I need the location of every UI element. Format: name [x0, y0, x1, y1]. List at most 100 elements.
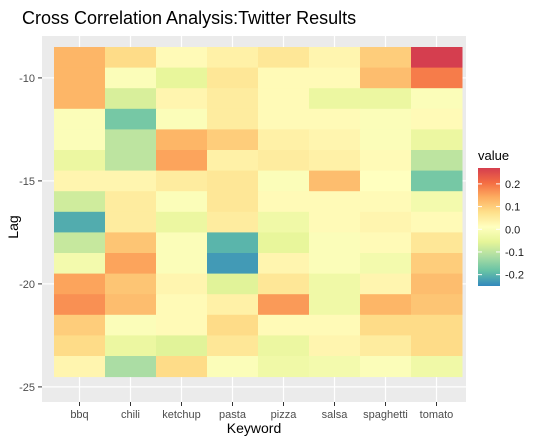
- cell-ketchup-lag-22: [156, 314, 208, 336]
- cell-tomato-lag-22: [411, 314, 463, 336]
- cell-bbq-lag-24: [54, 356, 106, 378]
- cell-pizza-lag-12: [258, 108, 310, 130]
- cell-pizza-lag-16: [258, 191, 310, 213]
- cell-tomato-lag-18: [411, 232, 463, 254]
- cell-chili-lag-17: [105, 211, 157, 233]
- color-legend: value 0.2 0.1 0.0 -0.1 -0.2: [478, 148, 524, 286]
- x-tick-label: pasta: [219, 409, 247, 421]
- cell-salsa-lag-23: [309, 335, 361, 357]
- y-axis: -10 -15 -20 -25: [19, 73, 42, 394]
- cell-spaghetti-lag-24: [360, 356, 412, 378]
- legend-ticks: 0.2 0.1 0.0 -0.1 -0.2: [478, 179, 524, 282]
- cell-pizza-lag-20: [258, 273, 310, 295]
- cell-bbq-lag-22: [54, 314, 106, 336]
- cell-tomato-lag-20: [411, 273, 463, 295]
- cell-pasta-lag-9: [207, 47, 259, 69]
- cell-chili-lag-10: [105, 67, 157, 89]
- cell-bbq-lag-12: [54, 108, 106, 130]
- cell-bbq-lag-14: [54, 150, 106, 172]
- cell-pizza-lag-18: [258, 232, 310, 254]
- cell-salsa-lag-13: [309, 129, 361, 151]
- cell-ketchup-lag-20: [156, 273, 208, 295]
- cell-pasta-lag-17: [207, 211, 259, 233]
- cell-ketchup-lag-13: [156, 129, 208, 151]
- y-tick-label: -20: [19, 279, 35, 291]
- cell-ketchup-lag-23: [156, 335, 208, 357]
- cell-salsa-lag-14: [309, 150, 361, 172]
- cell-tomato-lag-13: [411, 129, 463, 151]
- cell-spaghetti-lag-20: [360, 273, 412, 295]
- cell-salsa-lag-22: [309, 314, 361, 336]
- cell-chili-lag-13: [105, 129, 157, 151]
- legend-tick-label: 0.1: [505, 202, 520, 214]
- cell-pizza-lag-14: [258, 150, 310, 172]
- cell-spaghetti-lag-17: [360, 211, 412, 233]
- cell-spaghetti-lag-15: [360, 170, 412, 192]
- y-axis-title: Lag: [5, 215, 21, 238]
- cell-chili-lag-24: [105, 356, 157, 378]
- cell-tomato-lag-16: [411, 191, 463, 213]
- cell-bbq-lag-9: [54, 47, 106, 69]
- cell-pasta-lag-14: [207, 150, 259, 172]
- cell-chili-lag-9: [105, 47, 157, 69]
- cell-bbq-lag-10: [54, 67, 106, 89]
- cell-salsa-lag-12: [309, 108, 361, 130]
- cell-ketchup-lag-12: [156, 108, 208, 130]
- cell-tomato-lag-21: [411, 294, 463, 316]
- cell-pasta-lag-11: [207, 88, 259, 110]
- cell-salsa-lag-19: [309, 253, 361, 275]
- cell-pasta-lag-12: [207, 108, 259, 130]
- cell-chili-lag-14: [105, 150, 157, 172]
- cell-bbq-lag-18: [54, 232, 106, 254]
- cell-salsa-lag-17: [309, 211, 361, 233]
- legend-tick-label: 0.2: [505, 179, 520, 191]
- legend-colorbar: [478, 168, 500, 286]
- cell-chili-lag-20: [105, 273, 157, 295]
- cell-salsa-lag-24: [309, 356, 361, 378]
- cell-spaghetti-lag-22: [360, 314, 412, 336]
- cell-ketchup-lag-21: [156, 294, 208, 316]
- cell-salsa-lag-10: [309, 67, 361, 89]
- legend-tick-label: -0.1: [505, 247, 524, 259]
- cell-spaghetti-lag-16: [360, 191, 412, 213]
- cell-ketchup-lag-24: [156, 356, 208, 378]
- cell-pizza-lag-21: [258, 294, 310, 316]
- chart-title: Cross Correlation Analysis:Twitter Resul…: [22, 8, 356, 28]
- cell-bbq-lag-15: [54, 170, 106, 192]
- cell-ketchup-lag-14: [156, 150, 208, 172]
- cell-pizza-lag-22: [258, 314, 310, 336]
- cell-chili-lag-16: [105, 191, 157, 213]
- cell-bbq-lag-13: [54, 129, 106, 151]
- legend-tick-label: 0.0: [505, 224, 520, 236]
- cell-spaghetti-lag-23: [360, 335, 412, 357]
- cell-pizza-lag-17: [258, 211, 310, 233]
- cell-ketchup-lag-16: [156, 191, 208, 213]
- cell-ketchup-lag-19: [156, 253, 208, 275]
- x-axis: bbq chili ketchup pasta pizza salsa spaghetti t…: [70, 402, 453, 421]
- cell-salsa-lag-21: [309, 294, 361, 316]
- cell-pasta-lag-20: [207, 273, 259, 295]
- x-tick-label: salsa: [322, 409, 349, 421]
- cell-pizza-lag-13: [258, 129, 310, 151]
- cell-chili-lag-12: [105, 108, 157, 130]
- cell-pasta-lag-15: [207, 170, 259, 192]
- cell-pizza-lag-19: [258, 253, 310, 275]
- cell-ketchup-lag-11: [156, 88, 208, 110]
- cell-pasta-lag-16: [207, 191, 259, 213]
- cell-bbq-lag-20: [54, 273, 106, 295]
- cell-chili-lag-22: [105, 314, 157, 336]
- cell-pasta-lag-23: [207, 335, 259, 357]
- cell-pasta-lag-10: [207, 67, 259, 89]
- cell-chili-lag-23: [105, 335, 157, 357]
- cell-chili-lag-19: [105, 253, 157, 275]
- cell-ketchup-lag-18: [156, 232, 208, 254]
- cell-pizza-lag-23: [258, 335, 310, 357]
- y-tick-label: -10: [19, 73, 35, 85]
- cell-tomato-lag-15: [411, 170, 463, 192]
- y-tick-label: -25: [19, 382, 35, 394]
- legend-title: value: [478, 148, 509, 163]
- cell-chili-lag-15: [105, 170, 157, 192]
- cell-salsa-lag-20: [309, 273, 361, 295]
- cell-tomato-lag-14: [411, 150, 463, 172]
